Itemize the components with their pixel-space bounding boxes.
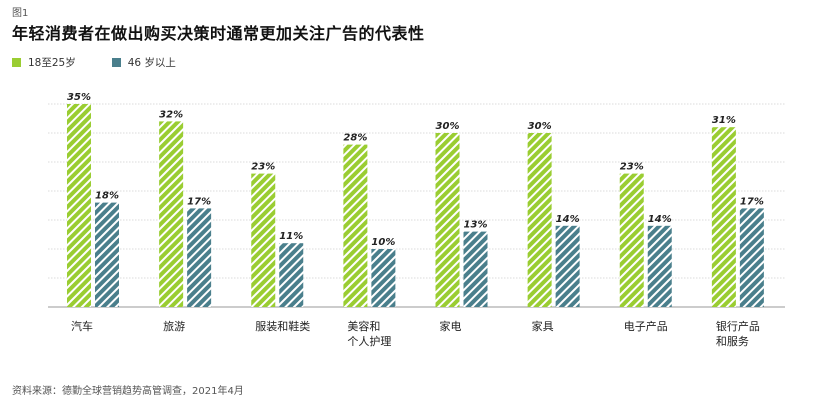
bar-old (95, 202, 119, 307)
category-label: 汽车 (71, 319, 93, 333)
data-label-old: 14% (556, 214, 580, 225)
data-label-young: 23% (251, 162, 275, 173)
data-label-young: 28% (343, 133, 367, 144)
bar-old (187, 208, 212, 307)
data-label-young: 32% (159, 109, 183, 120)
data-label-young: 30% (528, 121, 552, 132)
bar-old (555, 225, 580, 307)
data-label-old: 17% (740, 196, 764, 207)
bar-old (647, 225, 672, 307)
legend-label-young: 18至25岁 (28, 57, 76, 69)
legend-item-old: 46 岁以上 (111, 55, 176, 70)
category-label: 银行产品 (716, 319, 760, 333)
data-label-young: 31% (712, 115, 736, 126)
legend-swatch-young (12, 58, 21, 67)
category-label: 服装和鞋类 (255, 319, 310, 333)
data-label-old: 11% (279, 231, 303, 242)
bar-young (67, 104, 91, 307)
data-label-young: 35% (67, 92, 91, 103)
bar-young (435, 133, 460, 307)
data-label-old: 14% (648, 214, 672, 225)
legend: 18至25岁 46 岁以上 (12, 55, 212, 70)
bar-young (343, 144, 368, 307)
data-label-old: 18% (95, 191, 119, 202)
data-label-young: 30% (436, 121, 460, 132)
legend-item-young: 18至25岁 (12, 55, 76, 70)
data-label-young: 23% (620, 162, 644, 173)
data-label-old: 17% (187, 196, 211, 207)
data-label-old: 10% (371, 237, 395, 248)
bar-young (711, 127, 736, 307)
category-label: 和服务 (716, 335, 749, 348)
source-note: 资料来源：德勤全球营销趋势高管调查，2021年4月 (12, 386, 244, 397)
bar-old (371, 249, 396, 307)
figure-label: 图1 (12, 8, 29, 19)
legend-label-old: 46 岁以上 (127, 57, 176, 69)
category-label: 家具 (532, 319, 554, 333)
bar-young (527, 133, 552, 307)
category-label: 旅游 (163, 319, 185, 333)
category-label: 电子产品 (624, 319, 668, 333)
bar-young (159, 121, 184, 308)
bar-young (251, 173, 276, 307)
bar-old (279, 243, 304, 307)
chart-title: 年轻消费者在做出购买决策时通常更加关注广告的代表性 (12, 24, 425, 43)
data-label-old: 13% (464, 220, 488, 231)
legend-swatch-old (111, 58, 121, 67)
bar-old (739, 208, 764, 307)
bar-young (619, 173, 644, 307)
category-label: 个人护理 (347, 334, 391, 348)
category-label: 家电 (440, 319, 462, 333)
category-label: 美容和 (347, 319, 380, 333)
bar-old (463, 231, 488, 307)
